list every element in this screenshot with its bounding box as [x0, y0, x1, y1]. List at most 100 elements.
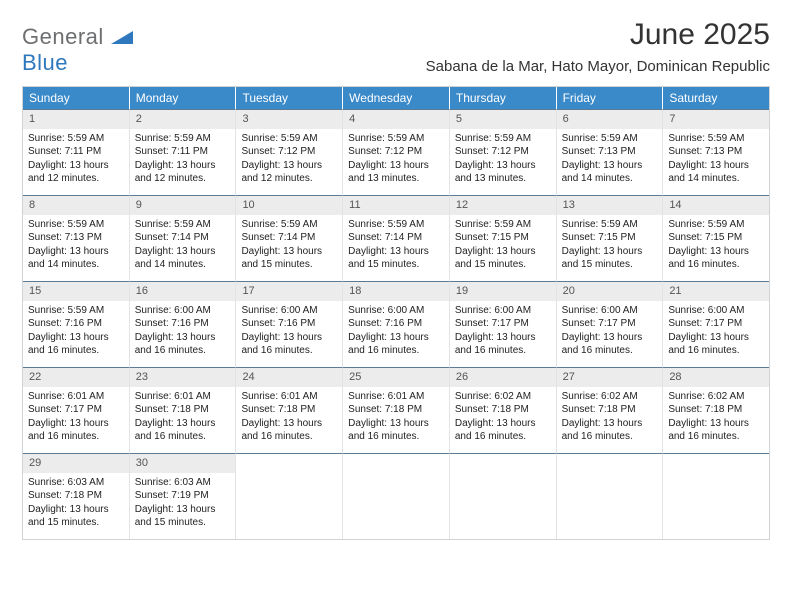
day-number: 15: [23, 282, 129, 301]
day-cell: 28Sunrise: 6:02 AMSunset: 7:18 PMDayligh…: [663, 367, 769, 453]
sunrise-line: Sunrise: 6:00 AM: [348, 304, 444, 318]
sunset-line: Sunset: 7:17 PM: [455, 317, 551, 331]
month-title: June 2025: [426, 18, 770, 52]
weeks-container: 1Sunrise: 5:59 AMSunset: 7:11 PMDaylight…: [23, 109, 769, 539]
sunset-line: Sunset: 7:12 PM: [241, 145, 337, 159]
day-cell: 30Sunrise: 6:03 AMSunset: 7:19 PMDayligh…: [130, 453, 237, 539]
day-number: 9: [130, 196, 236, 215]
sunrise-line: Sunrise: 6:01 AM: [241, 390, 337, 404]
day-number: 14: [663, 196, 769, 215]
sunset-line: Sunset: 7:16 PM: [28, 317, 124, 331]
daylight-line: Daylight: 13 hours and 16 minutes.: [348, 331, 444, 358]
day-number: 19: [450, 282, 556, 301]
sunset-line: Sunset: 7:18 PM: [241, 403, 337, 417]
day-cell: 9Sunrise: 5:59 AMSunset: 7:14 PMDaylight…: [130, 195, 237, 281]
day-number: 20: [557, 282, 663, 301]
header-row: General Blue June 2025 Sabana de la Mar,…: [22, 18, 770, 76]
sunrise-line: Sunrise: 5:59 AM: [455, 132, 551, 146]
sunset-line: Sunset: 7:18 PM: [668, 403, 764, 417]
sunset-line: Sunset: 7:17 PM: [562, 317, 658, 331]
daylight-line: Daylight: 13 hours and 13 minutes.: [348, 159, 444, 186]
daylight-line: Daylight: 13 hours and 16 minutes.: [28, 417, 124, 444]
daylight-line: Daylight: 13 hours and 14 minutes.: [28, 245, 124, 272]
empty-day-cell: [343, 453, 450, 539]
empty-day-cell: [450, 453, 557, 539]
daylight-line: Daylight: 13 hours and 16 minutes.: [455, 417, 551, 444]
daylight-line: Daylight: 13 hours and 14 minutes.: [562, 159, 658, 186]
sunset-line: Sunset: 7:18 PM: [348, 403, 444, 417]
daylight-line: Daylight: 13 hours and 15 minutes.: [135, 503, 231, 530]
day-cell: 6Sunrise: 5:59 AMSunset: 7:13 PMDaylight…: [557, 109, 664, 195]
day-number: 29: [23, 454, 129, 473]
sunrise-line: Sunrise: 6:01 AM: [348, 390, 444, 404]
day-number: 13: [557, 196, 663, 215]
day-body: Sunrise: 5:59 AMSunset: 7:12 PMDaylight:…: [236, 129, 342, 186]
daylight-line: Daylight: 13 hours and 16 minutes.: [135, 417, 231, 444]
sunrise-line: Sunrise: 6:00 AM: [668, 304, 764, 318]
sunrise-line: Sunrise: 6:02 AM: [562, 390, 658, 404]
day-body: Sunrise: 6:01 AMSunset: 7:17 PMDaylight:…: [23, 387, 129, 444]
brand-logo: General Blue: [22, 18, 133, 76]
day-number: 28: [663, 368, 769, 387]
day-body: Sunrise: 5:59 AMSunset: 7:13 PMDaylight:…: [663, 129, 769, 186]
day-body: Sunrise: 6:01 AMSunset: 7:18 PMDaylight:…: [236, 387, 342, 444]
sunrise-line: Sunrise: 5:59 AM: [668, 132, 764, 146]
sunset-line: Sunset: 7:14 PM: [241, 231, 337, 245]
sunrise-line: Sunrise: 5:59 AM: [241, 218, 337, 232]
day-body: Sunrise: 5:59 AMSunset: 7:16 PMDaylight:…: [23, 301, 129, 358]
calendar-grid: SundayMondayTuesdayWednesdayThursdayFrid…: [22, 86, 770, 540]
sunset-line: Sunset: 7:13 PM: [28, 231, 124, 245]
daylight-line: Daylight: 13 hours and 13 minutes.: [455, 159, 551, 186]
day-number: 11: [343, 196, 449, 215]
weekday-header: Monday: [130, 87, 237, 109]
week-row: 29Sunrise: 6:03 AMSunset: 7:18 PMDayligh…: [23, 453, 769, 539]
title-block: June 2025 Sabana de la Mar, Hato Mayor, …: [426, 18, 770, 75]
day-cell: 5Sunrise: 5:59 AMSunset: 7:12 PMDaylight…: [450, 109, 557, 195]
sunset-line: Sunset: 7:19 PM: [135, 489, 231, 503]
sunset-line: Sunset: 7:15 PM: [668, 231, 764, 245]
daylight-line: Daylight: 13 hours and 16 minutes.: [668, 331, 764, 358]
day-body: Sunrise: 6:00 AMSunset: 7:16 PMDaylight:…: [236, 301, 342, 358]
logo-triangle-icon: [111, 28, 133, 44]
day-cell: 17Sunrise: 6:00 AMSunset: 7:16 PMDayligh…: [236, 281, 343, 367]
sunrise-line: Sunrise: 5:59 AM: [28, 132, 124, 146]
day-body: Sunrise: 5:59 AMSunset: 7:11 PMDaylight:…: [23, 129, 129, 186]
empty-day-cell: [557, 453, 664, 539]
daylight-line: Daylight: 13 hours and 16 minutes.: [668, 417, 764, 444]
day-cell: 16Sunrise: 6:00 AMSunset: 7:16 PMDayligh…: [130, 281, 237, 367]
sunrise-line: Sunrise: 6:03 AM: [28, 476, 124, 490]
day-body: Sunrise: 6:02 AMSunset: 7:18 PMDaylight:…: [557, 387, 663, 444]
day-number: 7: [663, 110, 769, 129]
daylight-line: Daylight: 13 hours and 16 minutes.: [241, 331, 337, 358]
day-body: Sunrise: 5:59 AMSunset: 7:15 PMDaylight:…: [450, 215, 556, 272]
day-cell: 22Sunrise: 6:01 AMSunset: 7:17 PMDayligh…: [23, 367, 130, 453]
daylight-line: Daylight: 13 hours and 15 minutes.: [348, 245, 444, 272]
week-row: 22Sunrise: 6:01 AMSunset: 7:17 PMDayligh…: [23, 367, 769, 453]
day-number: 8: [23, 196, 129, 215]
day-number: 4: [343, 110, 449, 129]
weekday-header: Saturday: [663, 87, 769, 109]
day-cell: 15Sunrise: 5:59 AMSunset: 7:16 PMDayligh…: [23, 281, 130, 367]
day-body: Sunrise: 5:59 AMSunset: 7:12 PMDaylight:…: [343, 129, 449, 186]
daylight-line: Daylight: 13 hours and 16 minutes.: [28, 331, 124, 358]
week-row: 8Sunrise: 5:59 AMSunset: 7:13 PMDaylight…: [23, 195, 769, 281]
sunrise-line: Sunrise: 5:59 AM: [348, 132, 444, 146]
sunrise-line: Sunrise: 5:59 AM: [135, 132, 231, 146]
day-cell: 2Sunrise: 5:59 AMSunset: 7:11 PMDaylight…: [130, 109, 237, 195]
daylight-line: Daylight: 13 hours and 15 minutes.: [28, 503, 124, 530]
sunset-line: Sunset: 7:17 PM: [668, 317, 764, 331]
week-row: 15Sunrise: 5:59 AMSunset: 7:16 PMDayligh…: [23, 281, 769, 367]
day-cell: 18Sunrise: 6:00 AMSunset: 7:16 PMDayligh…: [343, 281, 450, 367]
daylight-line: Daylight: 13 hours and 16 minutes.: [562, 331, 658, 358]
day-body: Sunrise: 5:59 AMSunset: 7:15 PMDaylight:…: [557, 215, 663, 272]
day-body: Sunrise: 6:00 AMSunset: 7:17 PMDaylight:…: [663, 301, 769, 358]
sunrise-line: Sunrise: 6:03 AM: [135, 476, 231, 490]
day-body: Sunrise: 6:01 AMSunset: 7:18 PMDaylight:…: [130, 387, 236, 444]
sunrise-line: Sunrise: 5:59 AM: [135, 218, 231, 232]
day-cell: 11Sunrise: 5:59 AMSunset: 7:14 PMDayligh…: [343, 195, 450, 281]
day-number: 3: [236, 110, 342, 129]
sunset-line: Sunset: 7:18 PM: [28, 489, 124, 503]
day-number: 10: [236, 196, 342, 215]
sunset-line: Sunset: 7:15 PM: [455, 231, 551, 245]
sunset-line: Sunset: 7:12 PM: [455, 145, 551, 159]
